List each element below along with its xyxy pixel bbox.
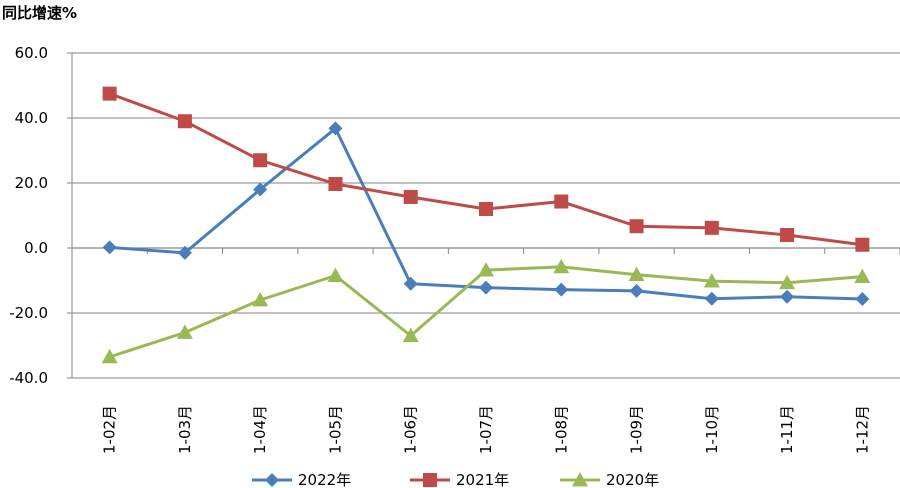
data-point xyxy=(779,274,796,290)
data-point xyxy=(403,276,418,291)
data-point xyxy=(628,266,645,282)
series-2 xyxy=(102,86,870,252)
x-tick-label: 1-03月 xyxy=(176,405,194,454)
data-point xyxy=(855,292,870,307)
data-point xyxy=(403,189,418,204)
y-tick-label: -20.0 xyxy=(9,304,48,322)
data-point xyxy=(704,291,719,306)
data-point xyxy=(327,267,344,283)
legend-item[interactable]: 2022年 xyxy=(252,471,351,488)
data-point xyxy=(780,289,795,304)
data-point xyxy=(328,121,343,136)
x-tick-label: 1-09月 xyxy=(628,405,646,454)
series-3 xyxy=(101,258,871,364)
legend-marker xyxy=(572,472,588,487)
y-tick-label: 0.0 xyxy=(24,239,48,257)
data-point xyxy=(854,268,871,283)
series-line xyxy=(109,265,863,359)
data-point xyxy=(176,324,193,339)
data-point xyxy=(102,240,117,255)
data-point xyxy=(177,245,192,260)
data-point xyxy=(479,280,493,295)
y-axis-title: 同比增速% xyxy=(2,4,77,22)
legend-item[interactable]: 2021年 xyxy=(410,471,509,488)
y-tick-label: 60.0 xyxy=(15,44,48,62)
x-tick-label: 1-07月 xyxy=(477,405,495,454)
data-point xyxy=(177,114,192,129)
data-point xyxy=(703,273,720,288)
x-tick-label: 1-04月 xyxy=(251,405,269,454)
data-point xyxy=(479,202,493,216)
data-point xyxy=(252,292,269,307)
legend-label: 2020年 xyxy=(606,471,659,488)
y-tick-label: 20.0 xyxy=(15,174,48,192)
x-tick-label: 1-06月 xyxy=(402,405,420,454)
y-axis-ticks: 60.0 40.0 20.0 0.0 -20.0 -40.0 xyxy=(9,44,72,387)
data-point xyxy=(629,283,644,298)
x-tick-label: 1-11月 xyxy=(778,405,796,454)
legend-label: 2022年 xyxy=(298,471,351,488)
legend-label: 2021年 xyxy=(456,471,509,488)
data-point xyxy=(553,258,570,274)
y-tick-label: -40.0 xyxy=(9,369,48,387)
series-group xyxy=(101,86,871,364)
data-point xyxy=(704,220,719,235)
data-point xyxy=(101,348,118,364)
data-point xyxy=(253,153,268,168)
x-tick-label: 1-12月 xyxy=(853,405,871,454)
data-point xyxy=(102,86,117,101)
data-point xyxy=(780,228,795,242)
x-tick-label: 1-08月 xyxy=(552,405,570,454)
legend-item[interactable]: 2020年 xyxy=(560,471,659,488)
x-tick-label: 1-05月 xyxy=(326,405,344,454)
data-point xyxy=(402,327,419,343)
data-point xyxy=(253,182,268,197)
y-tick-label: 40.0 xyxy=(15,109,48,127)
series-1 xyxy=(102,121,870,307)
data-point xyxy=(554,194,569,209)
axes xyxy=(71,53,900,378)
data-point xyxy=(478,262,494,277)
data-point xyxy=(328,176,343,191)
x-tick-label: 1-02月 xyxy=(101,405,119,454)
legend-marker xyxy=(265,473,279,487)
data-point xyxy=(554,282,569,297)
legend[interactable]: 2022年 2021年 2020年 xyxy=(252,471,659,488)
data-point xyxy=(855,237,870,252)
x-axis-ticks: 1-02月 1-03月 1-04月 1-05月 1-06月 1-07月 1-08月 1-09月… xyxy=(71,248,900,454)
data-point xyxy=(629,219,644,234)
legend-marker xyxy=(423,473,437,487)
x-tick-label: 1-10月 xyxy=(703,405,721,454)
